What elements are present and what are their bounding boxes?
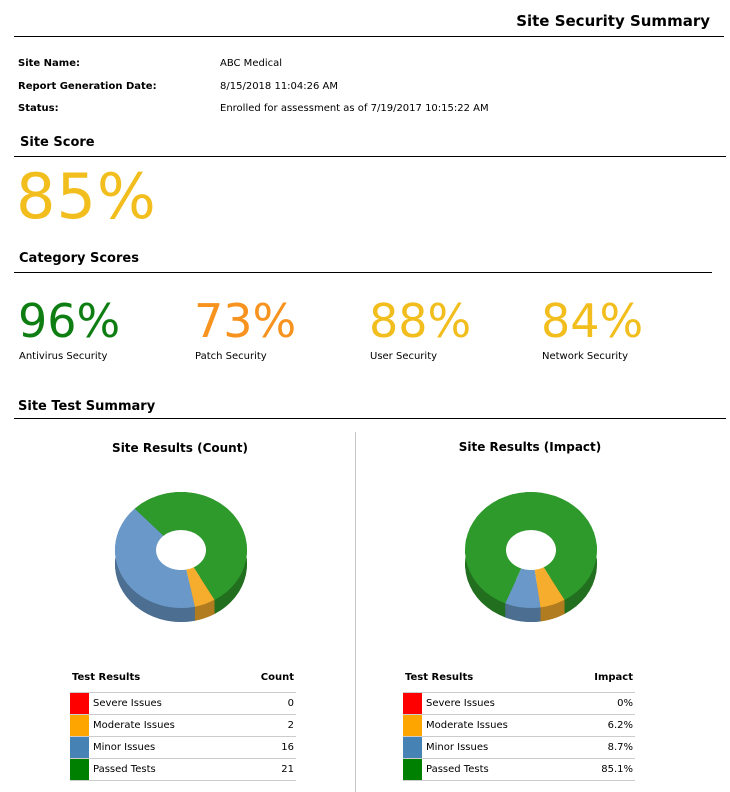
table-row: Severe Issues 0% xyxy=(403,692,635,715)
category-scores-divider xyxy=(14,272,712,273)
count-donut-chart xyxy=(114,492,248,622)
row-label: Severe Issues xyxy=(90,692,234,715)
row-label: Severe Issues xyxy=(423,692,564,715)
patch-label: Patch Security xyxy=(195,351,267,362)
count-results-table: Test Results Count Severe Issues 0 Moder… xyxy=(70,670,296,781)
row-label: Moderate Issues xyxy=(90,714,234,737)
minor-swatch xyxy=(403,737,422,758)
impact-col-results-header: Test Results xyxy=(405,671,474,683)
donut-hole xyxy=(506,530,556,570)
row-value: 8.7% xyxy=(563,736,635,759)
donut-slice-moderate-issues xyxy=(186,567,215,607)
antivirus-score: 96% xyxy=(18,294,121,348)
row-label: Passed Tests xyxy=(90,758,234,781)
donut-rim-moderate-issues xyxy=(194,599,215,621)
severe-swatch xyxy=(70,693,89,714)
report-title: Site Security Summary xyxy=(516,12,710,30)
summary-column-divider xyxy=(355,432,356,792)
minor-swatch xyxy=(70,737,89,758)
site-score-divider xyxy=(14,156,726,157)
table-row: Minor Issues 16 xyxy=(70,736,296,759)
donut-slice-minor-issues xyxy=(114,508,195,608)
site-score-value: 85% xyxy=(16,160,157,233)
donut-rim-minor-issues xyxy=(115,508,195,622)
network-label: Network Security xyxy=(542,351,628,362)
category-scores-heading: Category Scores xyxy=(19,251,139,266)
report-date-value: 8/15/2018 11:04:26 AM xyxy=(220,81,339,92)
user-score: 88% xyxy=(369,294,472,348)
header-divider xyxy=(14,36,724,37)
user-label: User Security xyxy=(370,351,438,362)
table-row: Passed Tests 85.1% xyxy=(403,758,635,781)
row-value: 85.1% xyxy=(563,758,635,781)
test-summary-divider xyxy=(14,418,726,419)
donut-slice-minor-issues xyxy=(505,568,541,608)
impact-col-value-header: Impact xyxy=(594,671,633,683)
status-value: Enrolled for assessment as of 7/19/2017 … xyxy=(220,103,489,114)
table-row: Moderate Issues 6.2% xyxy=(403,714,635,737)
site-name-label: Site Name: xyxy=(18,58,80,69)
row-label: Minor Issues xyxy=(423,736,564,759)
table-row: Severe Issues 0 xyxy=(70,692,296,715)
table-row: Minor Issues 8.7% xyxy=(403,736,635,759)
table-row: Passed Tests 21 xyxy=(70,758,296,781)
donut-rim-moderate-issues xyxy=(540,599,565,622)
report-date-label: Report Generation Date: xyxy=(18,81,157,92)
row-value: 0% xyxy=(563,692,635,715)
donut-rim-minor-issues xyxy=(505,603,541,622)
impact-chart-title: Site Results (Impact) xyxy=(458,440,602,454)
status-label: Status: xyxy=(18,103,59,114)
donut-slice-moderate-issues xyxy=(534,567,565,608)
test-summary-heading: Site Test Summary xyxy=(18,399,156,414)
passed-swatch xyxy=(403,759,422,780)
table-row: Moderate Issues 2 xyxy=(70,714,296,737)
row-label: Passed Tests xyxy=(423,758,564,781)
moderate-swatch xyxy=(70,715,89,736)
site-score-heading: Site Score xyxy=(20,135,95,150)
impact-results-table: Test Results Impact Severe Issues 0% Mod… xyxy=(403,670,635,781)
donut-slice-passed-tests xyxy=(134,492,248,600)
count-chart-title: Site Results (Count) xyxy=(112,441,248,455)
patch-score: 73% xyxy=(194,294,297,348)
antivirus-label: Antivirus Security xyxy=(19,351,108,362)
donut-slice-passed-tests xyxy=(465,492,597,604)
count-col-results-header: Test Results xyxy=(72,671,141,683)
count-col-value-header: Count xyxy=(260,671,294,683)
row-value: 2 xyxy=(233,714,296,737)
row-value: 6.2% xyxy=(563,714,635,737)
row-value: 16 xyxy=(233,736,296,759)
row-value: 21 xyxy=(233,758,296,781)
row-value: 0 xyxy=(233,692,296,715)
passed-swatch xyxy=(70,759,89,780)
site-name-value: ABC Medical xyxy=(220,58,282,69)
donut-hole xyxy=(156,530,206,570)
impact-donut-chart xyxy=(465,492,597,622)
network-score: 84% xyxy=(541,294,644,348)
row-label: Moderate Issues xyxy=(423,714,564,737)
moderate-swatch xyxy=(403,715,422,736)
row-label: Minor Issues xyxy=(90,736,234,759)
severe-swatch xyxy=(403,693,422,714)
